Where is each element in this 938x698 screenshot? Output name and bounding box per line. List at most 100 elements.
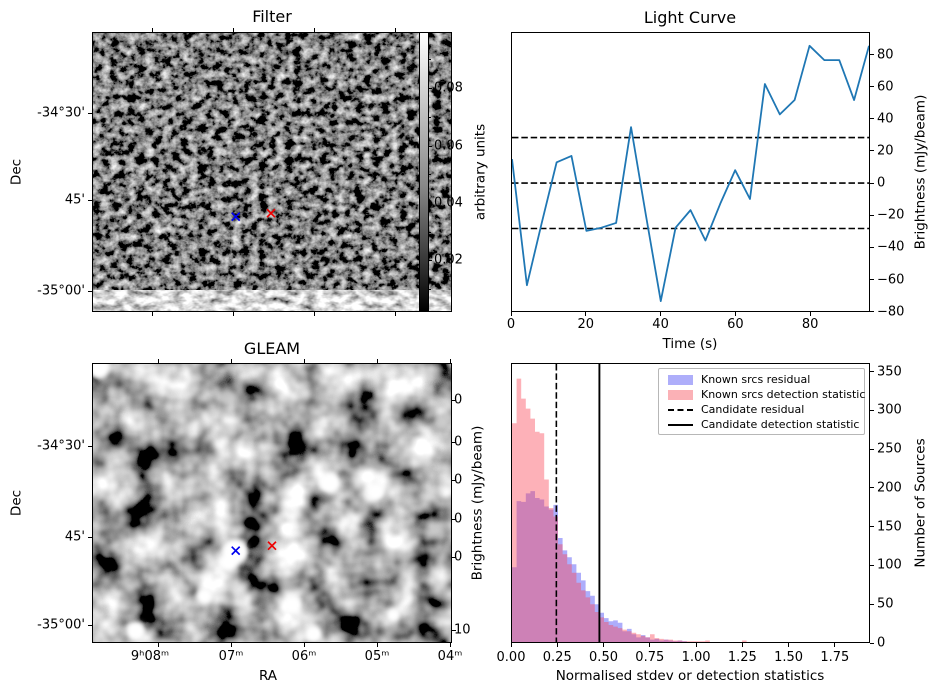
legend-swatch-known-detstat [668,389,693,400]
lc-y-tick-label: −80 [877,304,905,320]
gleam-ra-tick-label: 07ᵐ [218,649,244,664]
filter-dec-tick-label: -35°00' [37,283,85,299]
gleam-dec-tick-label: -34°30' [37,438,85,454]
gleam-ra-tick-top [157,359,159,363]
colorbar-tick-label: 0.06 [434,138,463,154]
gleam-ra-tick-label: 04ᵐ [437,649,463,664]
lc-y-tick-label: 60 [877,79,894,95]
gleam-dec-tick [88,445,92,447]
hist-x-tick [603,643,605,647]
filter-x-tick-top [232,28,234,32]
hist-x-tick [556,643,558,647]
hist-x-tick-label: 0.75 [635,650,665,665]
filter-dec-tick [88,199,92,201]
lc-x-tick-label: 80 [801,317,819,332]
hist-x-tick [741,643,743,647]
gleam-source-blob [220,389,235,404]
gleam-image-panel [92,363,452,643]
gleam-ra-tick-bottom [157,643,159,647]
colorbar-tick [429,259,432,261]
lc-x-tick [585,312,587,316]
gleam-right-tick [452,441,456,443]
histogram-legend: Known srcs residual Known srcs detection… [658,368,865,435]
gleam-ra-tick-bottom [376,643,378,647]
lc-y-tick [870,279,874,281]
filter-x-tick-bottom [151,312,153,316]
legend-row-candidate-residual: Candidate residual [659,402,864,417]
lc-y-tick [870,182,874,184]
colorbar-minor-tick [429,173,431,175]
gleam-source-blob [219,553,238,572]
hist-x-tick [510,643,512,647]
filter-dec-tick [88,112,92,114]
light-curve-y-axis-label: Brightness (mJy/beam) [912,94,929,250]
hist-x-tick-label: 1.00 [681,650,711,665]
colorbar-minor-tick [429,288,431,290]
filter-colorbar-label: arbitrary units [472,123,489,221]
gleam-ra-tick-label: 05ᵐ [364,649,390,664]
colorbar-minor-tick [429,58,431,60]
blue-x-marker [231,212,241,222]
gleam-noise-image [93,364,451,642]
gleam-source-blob [304,625,323,642]
hist-x-tick-label: 1.50 [774,650,804,665]
lc-y-tick [870,54,874,55]
legend-row-candidate-detstat: Candidate detection statistic [659,417,864,432]
gleam-right-tick-label: 0 [454,434,463,450]
gleam-source-blob [366,483,385,502]
gleam-right-tick-label: 0 [454,511,463,527]
colorbar-minor-tick [429,116,431,118]
colorbar-tick [429,145,432,147]
gleam-right-tick [452,518,456,520]
gleam-ra-tick-bottom [230,643,232,647]
hist-x-tick-label: 1.25 [727,650,757,665]
hist-y-tick-label: 300 [877,402,902,418]
gleam-right-tick-label: 10 [454,622,471,638]
gleam-source-blob [283,596,302,615]
light-curve-x-axis-label: Time (s) [662,336,718,352]
blue-x-marker [231,546,241,556]
hist-x-tick [695,643,697,647]
lc-x-tick-label: 0 [506,317,516,332]
lc-x-tick [510,312,512,316]
hist-y-tick [870,642,874,644]
legend-row-known-detstat: Known srcs detection statistic [659,387,865,402]
gleam-right-tick [452,629,456,631]
gleam-right-tick [452,556,456,558]
histogram-series-1 [512,378,752,642]
histogram-x-axis-label: Normalised stdev or detection statistics [555,668,825,684]
legend-label-known-residual: Known srcs residual [701,373,811,386]
histogram-plot [512,364,752,642]
lc-y-tick [870,214,874,216]
gleam-source-blob [196,588,213,605]
gleam-right-tick [452,399,456,401]
hist-x-tick-label: 0.50 [589,650,618,665]
lc-y-tick-label: 40 [877,111,894,127]
colorbar-tick-label: 0.08 [434,80,463,96]
colorbar-tick-label: 0.02 [434,252,463,268]
lc-y-tick [870,86,874,88]
lc-x-tick [660,312,662,316]
gleam-dec-tick [88,536,92,538]
gleam-ra-tick-top [303,359,305,363]
filter-x-tick-bottom [313,312,315,316]
gleam-right-tick-label: 0 [454,472,463,488]
lc-y-tick-label: −40 [877,239,905,255]
light-curve-line [512,44,869,302]
gleam-ra-tick-top [449,359,451,363]
gleam-right-tick-label: 0 [454,392,463,408]
lc-y-tick-label: 0 [877,175,886,191]
gleam-right-tick [452,479,456,481]
filter-dec-tick-label: 45' [64,192,85,208]
hist-y-tick [870,526,874,528]
gleam-ra-tick-label: 06ᵐ [291,649,317,664]
hist-x-tick [649,643,651,647]
filter-image-panel [92,32,452,312]
gleam-source-blob [386,608,401,623]
gleam-panel-title: GLEAM [243,339,301,358]
lc-y-tick-label: −60 [877,272,905,288]
hist-y-tick [870,603,874,605]
hist-x-tick-label: 0.00 [496,650,526,665]
hist-x-tick-label: 0.25 [542,650,572,665]
legend-swatch-known-residual [668,374,693,385]
